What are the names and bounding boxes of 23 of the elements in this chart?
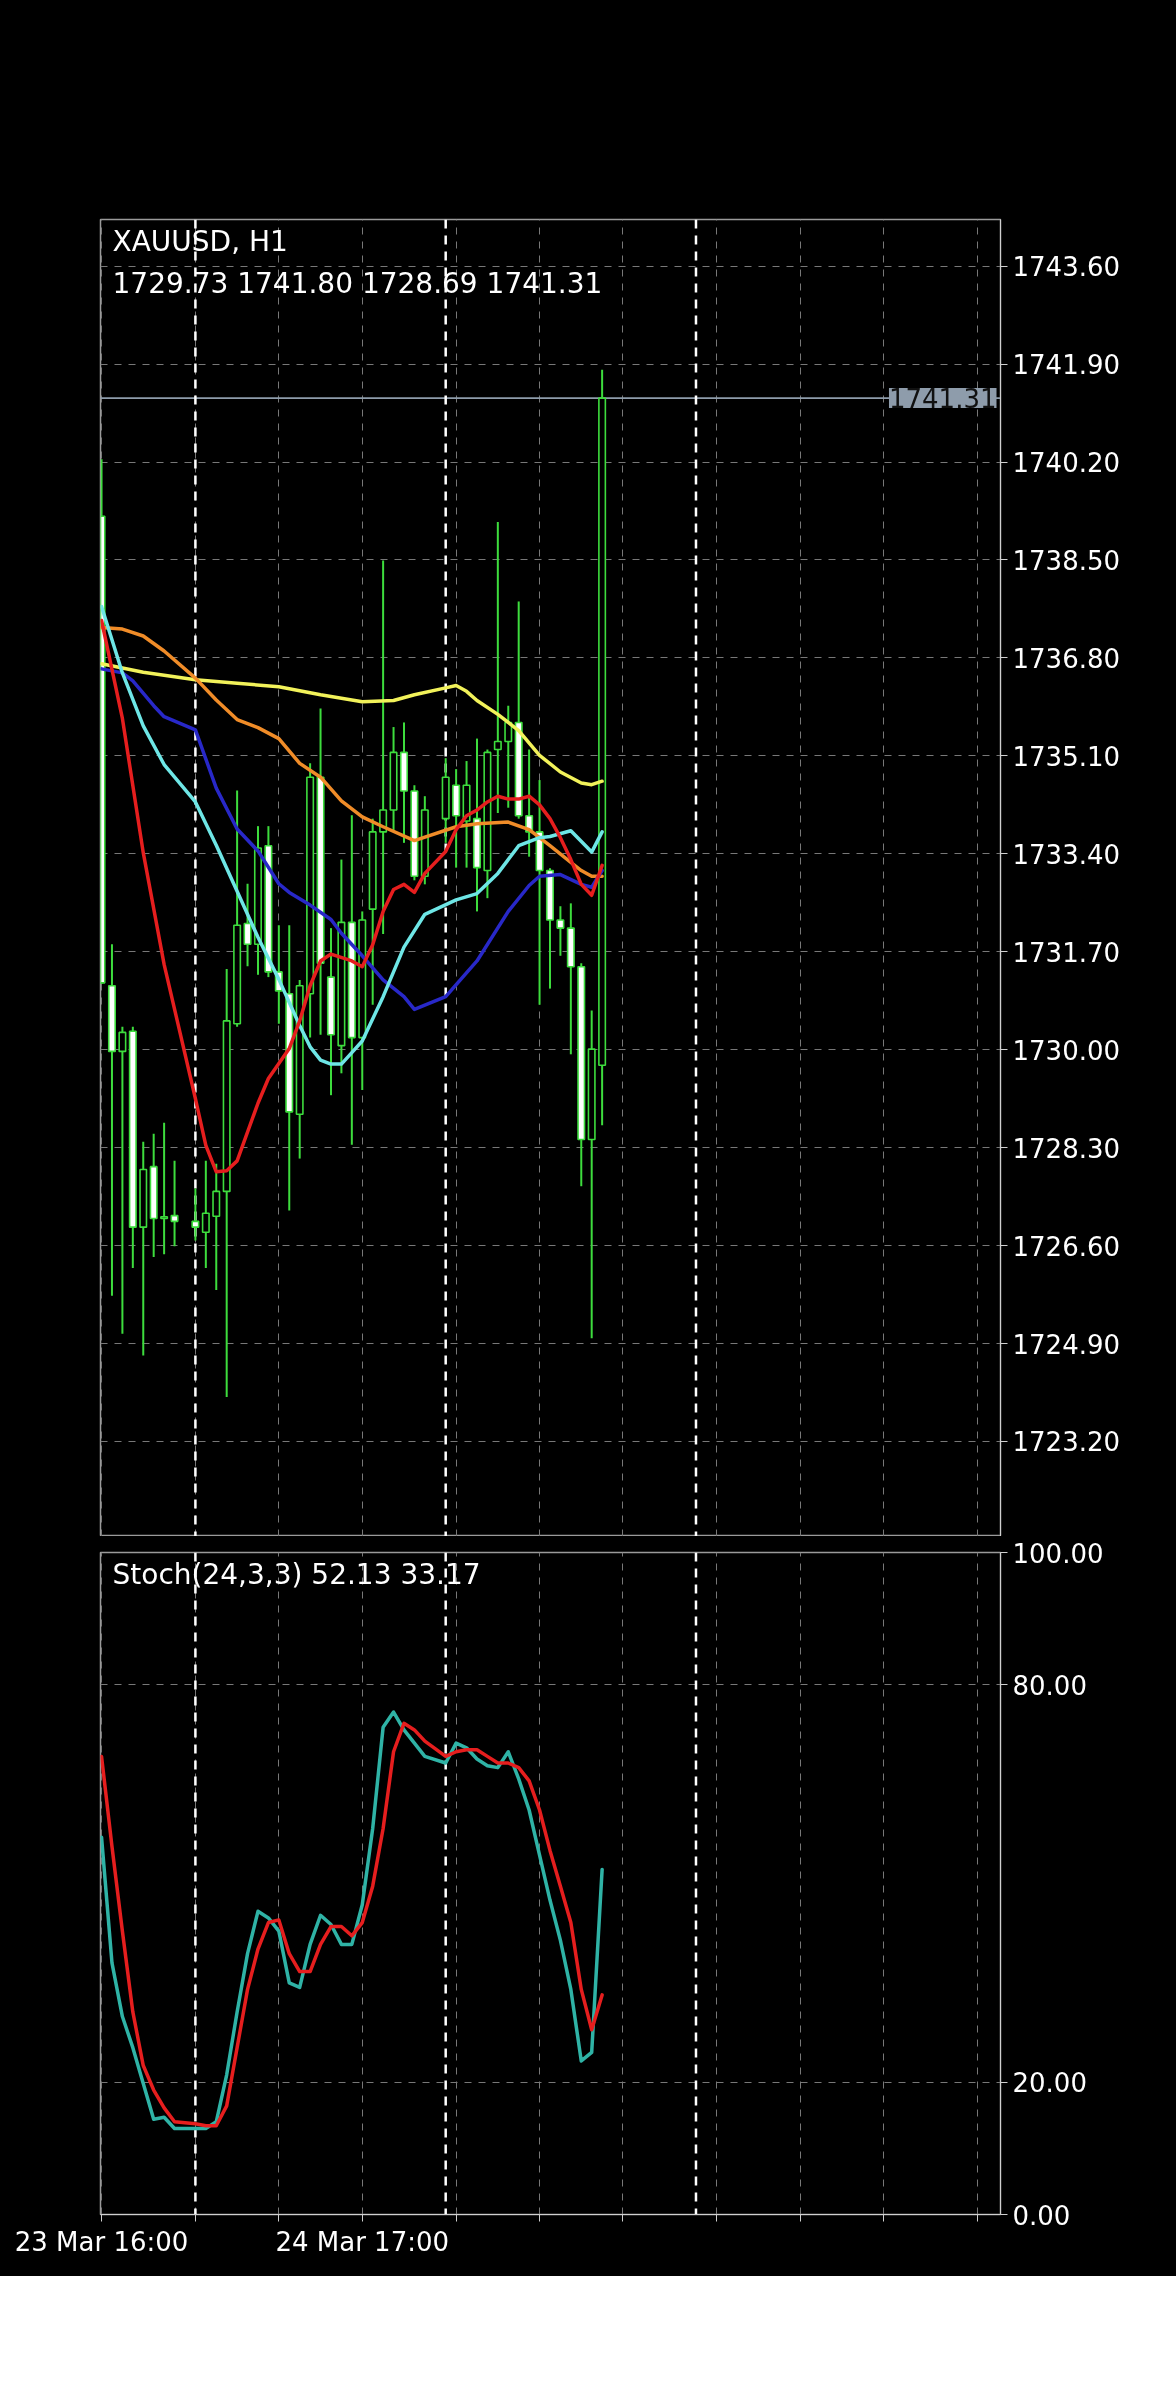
y-tick-label: 1728.30 [1012, 1133, 1121, 1164]
y-tick-label: 1741.90 [1012, 350, 1121, 381]
x-tick-label: 23 Mar 16:00 [14, 2226, 189, 2257]
y-tick-label: 1733.40 [1012, 839, 1121, 870]
y-tick-label: 80.00 [1012, 1670, 1087, 1701]
y-tick-label: 1731.70 [1012, 937, 1121, 968]
ref-line-label: 1741.31 [888, 384, 997, 415]
y-tick-label: 1730.00 [1012, 1035, 1121, 1066]
y-tick-label: 1736.80 [1012, 643, 1121, 674]
y-tick-label: 1735.10 [1012, 741, 1121, 772]
chart-title: Stoch(24,3,3) 52.13 33.17 [112, 1557, 481, 1591]
y-tick-label: 1723.20 [1012, 1427, 1121, 1458]
y-tick-label: 1743.60 [1012, 252, 1121, 283]
y-tick-label: 1726.60 [1012, 1231, 1121, 1262]
y-tick-label: 1724.90 [1012, 1329, 1121, 1360]
text: 1729.73 1741.80 1728.69 1741.31 [112, 266, 603, 300]
x-tick-label: 24 Mar 17:00 [275, 2226, 450, 2257]
y-tick-label: 0.00 [1012, 2200, 1071, 2231]
y-tick-label: 1740.20 [1012, 448, 1121, 479]
y-tick-label: 20.00 [1012, 2068, 1087, 2099]
y-tick-label: 1738.50 [1012, 545, 1121, 576]
y-tick-label: 100.00 [1012, 1538, 1104, 1569]
chart-title: XAUUSD, H1 [112, 224, 288, 258]
